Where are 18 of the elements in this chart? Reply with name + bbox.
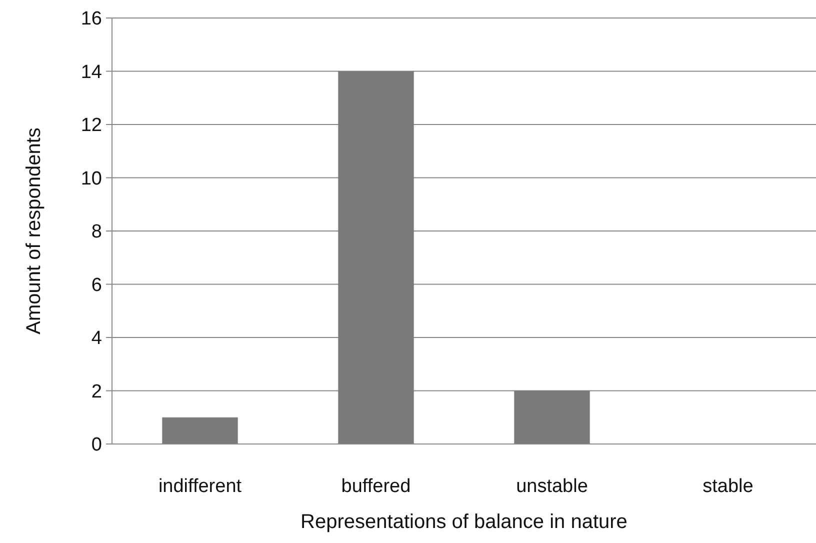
x-tick-label: unstable [516, 476, 588, 497]
x-tick-label: buffered [341, 476, 411, 497]
y-tick-label: 14 [80, 62, 102, 83]
y-tick-label: 8 [91, 222, 102, 243]
bar [162, 417, 238, 444]
x-axis-title: Representations of balance in nature [300, 511, 628, 533]
y-tick-label: 0 [91, 434, 102, 456]
x-tick-label: indifferent [158, 476, 242, 497]
y-tick-label: 16 [80, 8, 102, 30]
bar [338, 71, 414, 444]
y-tick-label: 10 [80, 168, 102, 190]
y-tick-label: 2 [91, 381, 102, 402]
y-tick-label: 12 [80, 115, 102, 136]
bar [514, 390, 590, 444]
y-tick-label: 4 [91, 328, 102, 350]
y-tick-label: 6 [91, 274, 102, 296]
x-tick-label: stable [702, 476, 754, 497]
y-axis-title: Amount of respondents [23, 128, 45, 334]
